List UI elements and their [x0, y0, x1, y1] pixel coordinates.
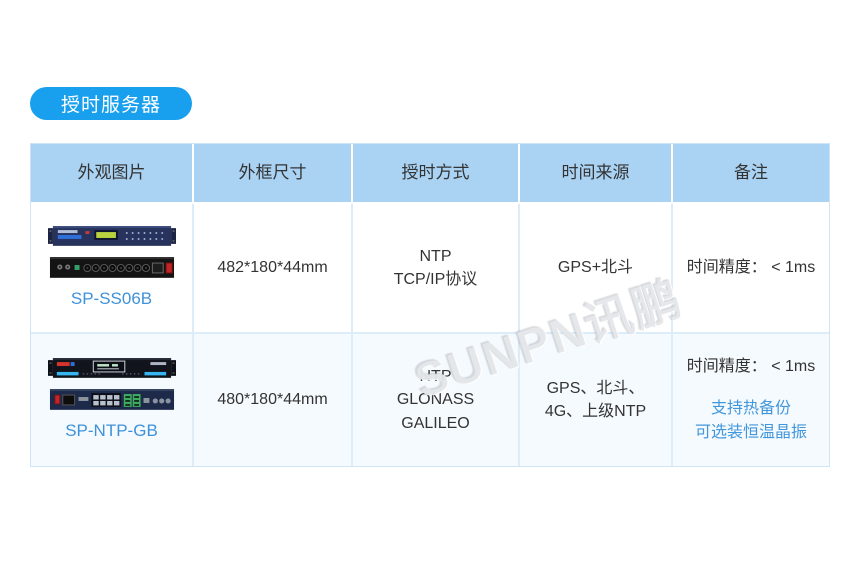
table-row-1-remark-cell: 时间精度： < 1ms: [673, 204, 829, 334]
table-row-2-size-cell: 480*180*44mm: [194, 334, 353, 466]
size-value: 480*180*44mm: [217, 391, 328, 409]
table-row-2-remark-cell: 时间精度： < 1ms 支持热备份 可选装恒温晶振: [673, 334, 829, 466]
remark-extra-line: 可选装恒温晶振: [694, 423, 807, 441]
header-timing-method-label: 授时方式: [401, 162, 470, 182]
sp-ntp-gb-front-panel-image: [47, 358, 176, 379]
section-title-label: 授时服务器: [60, 95, 161, 116]
table-row-2-source-cell: GPS、北斗、 4G、上级NTP: [520, 334, 673, 466]
timing-line: TCP/IP协议: [393, 271, 478, 288]
size-value: 482*180*44mm: [217, 259, 328, 277]
sp-ntp-gb-rear-panel-image: [49, 389, 174, 411]
source-line: GPS+北斗: [557, 259, 634, 277]
header-dimensions-label: 外框尺寸: [238, 162, 307, 182]
header-appearance-label: 外观图片: [77, 162, 146, 182]
remark-accuracy: 时间精度： < 1ms: [686, 358, 816, 376]
sp-ss06b-front-panel-image: [47, 226, 176, 247]
table-row-1-image-cell: SP-SS06B: [31, 204, 194, 334]
header-remarks: 备注: [673, 144, 829, 204]
product-table: 外观图片 外框尺寸 授时方式 时间来源 备注: [30, 143, 830, 467]
sp-ss06b-rear-panel-image: [49, 257, 174, 279]
header-remarks-label: 备注: [734, 162, 768, 182]
source-line: 4G、上级NTP: [544, 403, 647, 420]
timing-line: NTP: [419, 368, 452, 386]
remark-extra-line: 支持热备份: [710, 399, 791, 417]
timing-line: NTP: [419, 247, 452, 265]
table-row-1-source-cell: GPS+北斗: [520, 204, 673, 334]
remark-accuracy: 时间精度： < 1ms: [686, 259, 816, 277]
remark-extra: 支持热备份 可选装恒温晶振: [695, 397, 807, 445]
section-title-badge: 授时服务器: [30, 87, 192, 120]
header-timing-method: 授时方式: [353, 144, 520, 204]
timing-line: GLONASS: [396, 391, 475, 409]
source-line: GPS、北斗、: [546, 379, 645, 397]
timing-line: GALILEO: [401, 414, 470, 432]
table-row-1-timing-cell: NTP TCP/IP协议: [353, 204, 520, 334]
product-image-sp-ntp-gb: [47, 356, 176, 412]
table-row-2-timing-cell: NTP GLONASS GALILEO: [353, 334, 520, 466]
product-model-link-sp-ss06b[interactable]: SP-SS06B: [70, 289, 153, 309]
table-row-1-size-cell: 482*180*44mm: [194, 204, 353, 334]
table-row-2-image-cell: SP-NTP-GB: [31, 334, 194, 466]
header-appearance: 外观图片: [31, 144, 194, 204]
product-model-link-sp-ntp-gb[interactable]: SP-NTP-GB: [65, 421, 158, 441]
header-time-source-label: 时间来源: [561, 162, 630, 182]
header-time-source: 时间来源: [520, 144, 673, 204]
product-image-sp-ss06b: [47, 224, 176, 280]
header-dimensions: 外框尺寸: [194, 144, 353, 204]
